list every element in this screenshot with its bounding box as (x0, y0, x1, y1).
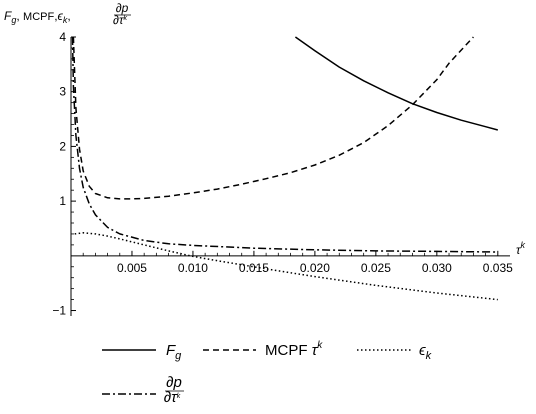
legend-eps-sub: k (426, 350, 432, 362)
x-tick-label: 0.025 (361, 261, 391, 275)
y-tick-label: 2 (59, 139, 66, 153)
series-line-eps (74, 232, 498, 301)
legend-item-mcpf: MCPF τk (203, 340, 323, 359)
legend-label-fg: Fg (166, 342, 182, 362)
x-tick-label: 0.015 (239, 261, 269, 275)
legend: Fg MCPF τk ϵk ∂p ∂τk (102, 340, 432, 406)
y-title-mcpf: MCPF (23, 11, 54, 23)
x-tick-label: 0.035 (483, 261, 513, 275)
legend-fg-base: F (166, 342, 176, 359)
legend-label-mcpf: MCPF τk (265, 340, 323, 359)
legend-item-eps: ϵk (357, 342, 432, 362)
legend-item-dp: ∂p ∂τk (102, 374, 184, 406)
y-title-sep2: , (54, 9, 57, 23)
series-line-fg (294, 36, 498, 131)
y-title-frac-den-sup: k (123, 15, 127, 22)
legend-dp-den: ∂τk (164, 389, 181, 406)
x-tick-label: 0.005 (117, 261, 147, 275)
legend-dp-den-sup: k (177, 393, 181, 400)
y-tick-label: −1 (52, 304, 66, 318)
legend-dp-num: ∂p (166, 374, 182, 391)
legend-eps-base: ϵ (419, 342, 426, 359)
legend-mcpf-tau: τ (308, 342, 319, 359)
y-title-f-sub: g (11, 15, 16, 25)
x-title-base: τ (516, 243, 522, 257)
y-title-frac-den: ∂τk (113, 13, 127, 27)
x-tick-label: 0.030 (422, 261, 452, 275)
y-axis-title: Fg, MCPF,ϵk, (4, 9, 71, 25)
legend-label-dp: ∂p ∂τk (164, 374, 184, 406)
legend-mcpf-text: MCPF (265, 342, 308, 359)
x-tick-label: 0.020 (300, 261, 330, 275)
legend-dp-den-base: ∂τ (164, 389, 178, 406)
y-title-eps: ϵ (58, 9, 64, 23)
y-title-sep1: , (16, 9, 23, 23)
series-line-dp (71, 36, 498, 253)
legend-label-eps: ϵk (419, 342, 432, 362)
legend-fg-sub: g (175, 350, 182, 362)
y-tick-label: 3 (59, 85, 66, 99)
legend-mcpf-sup: k (317, 340, 323, 351)
series-group (71, 36, 498, 301)
y-title-eps-sub: k (63, 15, 68, 25)
y-tick-label: 4 (59, 30, 66, 44)
x-title-sup: k (521, 240, 526, 250)
x-axis-title: τk (516, 240, 526, 257)
y-title-f: F (4, 9, 12, 23)
y-tick-label: 1 (59, 194, 66, 208)
series-line-mcpf (72, 36, 474, 200)
y-axis-title-fraction: ∂p ∂τk (113, 1, 131, 27)
x-tick-label: 0.010 (178, 261, 208, 275)
y-title-frac-num: ∂p (116, 1, 129, 15)
y-title-sep3: , (67, 9, 70, 23)
y-title-frac-den-base: ∂τ (113, 13, 125, 27)
legend-item-fg: Fg (102, 342, 182, 362)
x-ticks: 0.005 0.010 0.015 0.020 0.025 0.030 0.035 (82, 250, 513, 275)
